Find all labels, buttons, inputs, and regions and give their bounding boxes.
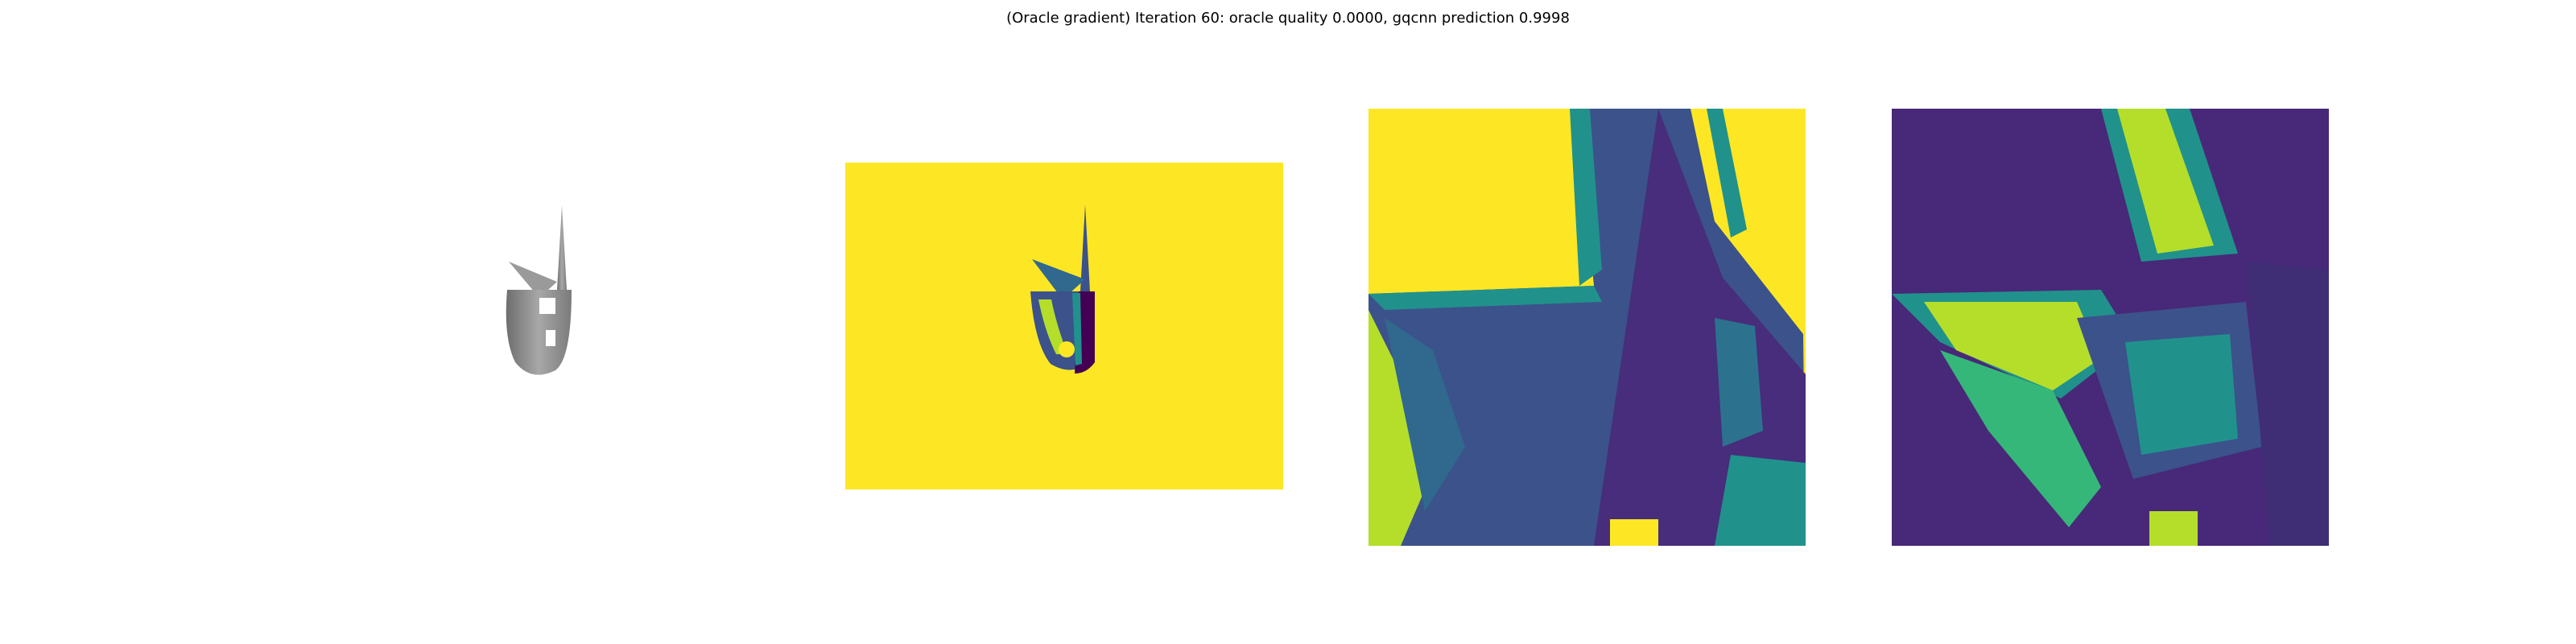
depth-image (845, 163, 1283, 489)
gradient-map-panel (1892, 109, 2329, 546)
depth-crop-image (1368, 109, 1806, 546)
depth-image-panel (845, 163, 1283, 489)
rendered-object-image (506, 205, 572, 375)
rendered-object-panel (483, 193, 596, 378)
figure-title: (Oracle gradient) Iteration 60: oracle q… (1006, 10, 1570, 27)
depth-crop-panel (1368, 109, 1806, 546)
gradient-map-image (1892, 109, 2329, 546)
